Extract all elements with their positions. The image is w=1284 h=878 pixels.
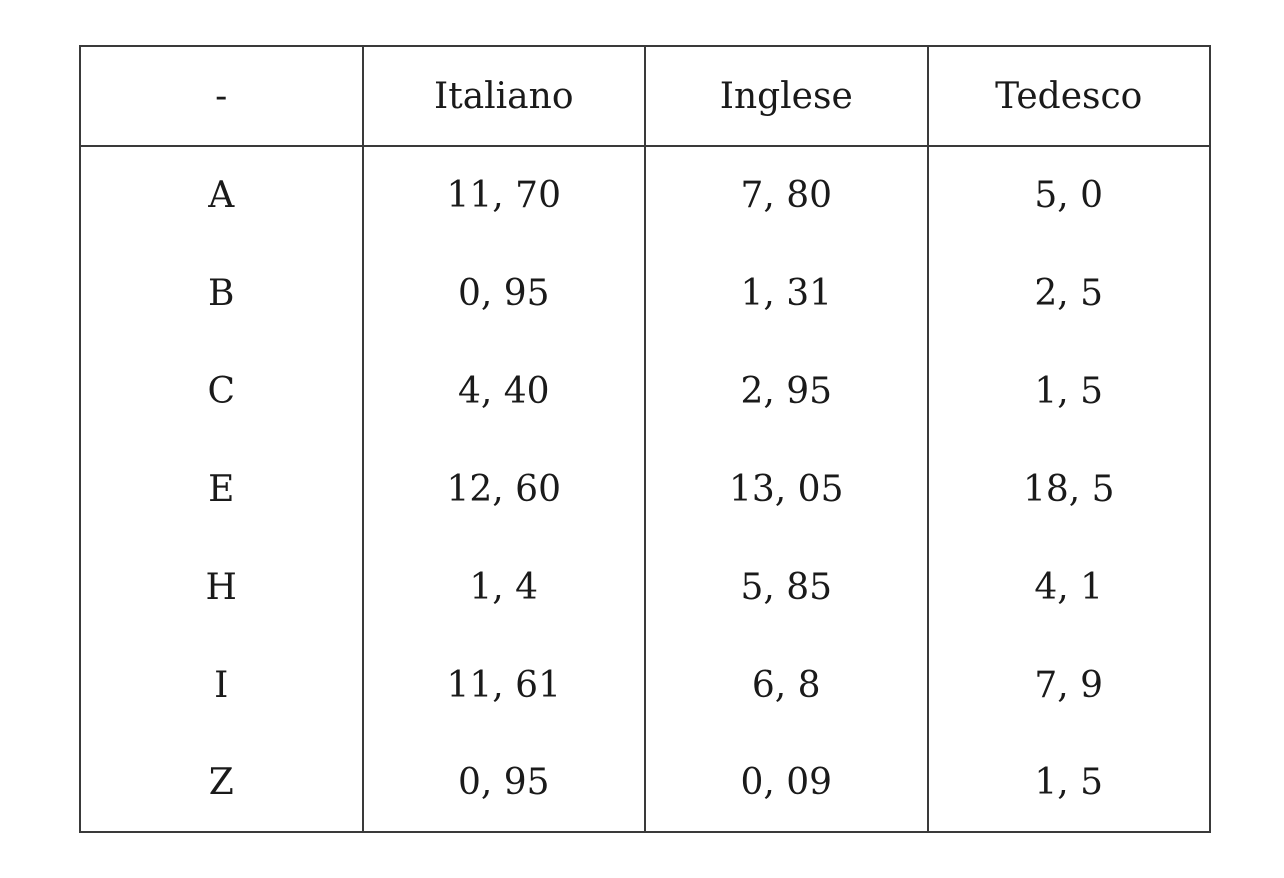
inglese-value-cell: 1, 31 bbox=[644, 244, 929, 342]
tedesco-value-cell: 4, 1 bbox=[926, 538, 1211, 636]
header-cell-corner: - bbox=[79, 45, 364, 147]
row-letter-cell: B bbox=[79, 244, 364, 342]
row-letter-cell: E bbox=[79, 440, 364, 538]
header-row: - Italiano Inglese Tedesco bbox=[79, 45, 1211, 147]
row-letter-cell: H bbox=[79, 538, 364, 636]
italiano-value-cell: 1, 4 bbox=[361, 538, 646, 636]
tedesco-value-cell: 18, 5 bbox=[926, 440, 1211, 538]
italiano-value-cell: 4, 40 bbox=[361, 342, 646, 440]
table-header: - Italiano Inglese Tedesco bbox=[79, 45, 1211, 147]
row-letter-cell: A bbox=[79, 146, 364, 244]
header-cell-italiano: Italiano bbox=[361, 45, 646, 147]
inglese-value-cell: 7, 80 bbox=[644, 146, 929, 244]
tedesco-value-cell: 5, 0 bbox=[926, 146, 1211, 244]
table-row: E 12, 60 13, 05 18, 5 bbox=[79, 440, 1211, 538]
header-cell-inglese: Inglese bbox=[644, 45, 929, 147]
tedesco-value-cell: 2, 5 bbox=[926, 244, 1211, 342]
row-letter-cell: I bbox=[79, 636, 364, 734]
table-row: Z 0, 95 0, 09 1, 5 bbox=[79, 734, 1211, 833]
header-cell-tedesco: Tedesco bbox=[926, 45, 1211, 147]
tedesco-value-cell: 7, 9 bbox=[926, 636, 1211, 734]
inglese-value-cell: 13, 05 bbox=[644, 440, 929, 538]
inglese-value-cell: 2, 95 bbox=[644, 342, 929, 440]
table-row: C 4, 40 2, 95 1, 5 bbox=[79, 342, 1211, 440]
inglese-value-cell: 5, 85 bbox=[644, 538, 929, 636]
inglese-value-cell: 0, 09 bbox=[644, 734, 929, 833]
italiano-value-cell: 0, 95 bbox=[361, 244, 646, 342]
italiano-value-cell: 11, 61 bbox=[361, 636, 646, 734]
letter-frequency-table: - Italiano Inglese Tedesco A 11, 70 7, 8… bbox=[79, 45, 1211, 833]
italiano-value-cell: 11, 70 bbox=[361, 146, 646, 244]
row-letter-cell: Z bbox=[79, 734, 364, 833]
tedesco-value-cell: 1, 5 bbox=[926, 342, 1211, 440]
table-row: I 11, 61 6, 8 7, 9 bbox=[79, 636, 1211, 734]
table-row: H 1, 4 5, 85 4, 1 bbox=[79, 538, 1211, 636]
table-row: A 11, 70 7, 80 5, 0 bbox=[79, 146, 1211, 244]
italiano-value-cell: 12, 60 bbox=[361, 440, 646, 538]
inglese-value-cell: 6, 8 bbox=[644, 636, 929, 734]
italiano-value-cell: 0, 95 bbox=[361, 734, 646, 833]
table-row: B 0, 95 1, 31 2, 5 bbox=[79, 244, 1211, 342]
row-letter-cell: C bbox=[79, 342, 364, 440]
tedesco-value-cell: 1, 5 bbox=[926, 734, 1211, 833]
table-body: A 11, 70 7, 80 5, 0 B 0, 95 1, 31 2, 5 C… bbox=[79, 146, 1211, 833]
